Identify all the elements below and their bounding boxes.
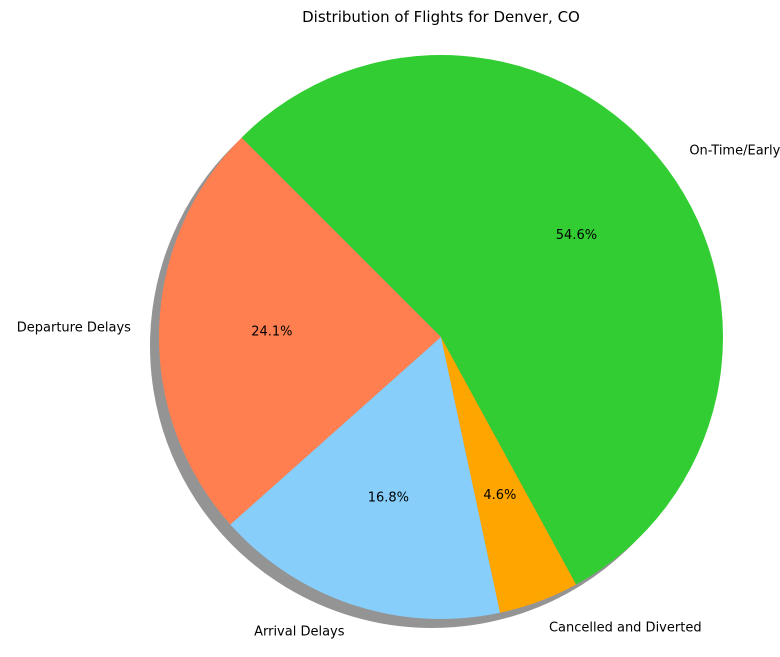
- slice-on-time-early: [241, 55, 723, 585]
- pie-labels: Departure Delays 24.1% Arrival Delays 16.8%…: [17, 144, 780, 640]
- label-on-time-early: On-Time/Early: [689, 144, 780, 159]
- pie-slices: [159, 55, 723, 619]
- label-departure-delays: Departure Delays: [17, 320, 131, 335]
- pct-cancelled-and-diverted: 4.6%: [483, 488, 516, 503]
- pct-arrival-delays: 16.8%: [368, 490, 409, 505]
- chart-title: Distribution of Flights for Denver, CO: [302, 8, 580, 26]
- pct-on-time-early: 54.6%: [556, 228, 597, 243]
- pct-departure-delays: 24.1%: [251, 325, 292, 340]
- slice-arrival-delays: [230, 337, 501, 619]
- slice-cancelled-and-diverted: [441, 337, 577, 613]
- label-arrival-delays: Arrival Delays: [254, 624, 345, 639]
- label-cancelled-and-diverted: Cancelled and Diverted: [549, 620, 702, 635]
- slice-departure-delays: [159, 137, 441, 525]
